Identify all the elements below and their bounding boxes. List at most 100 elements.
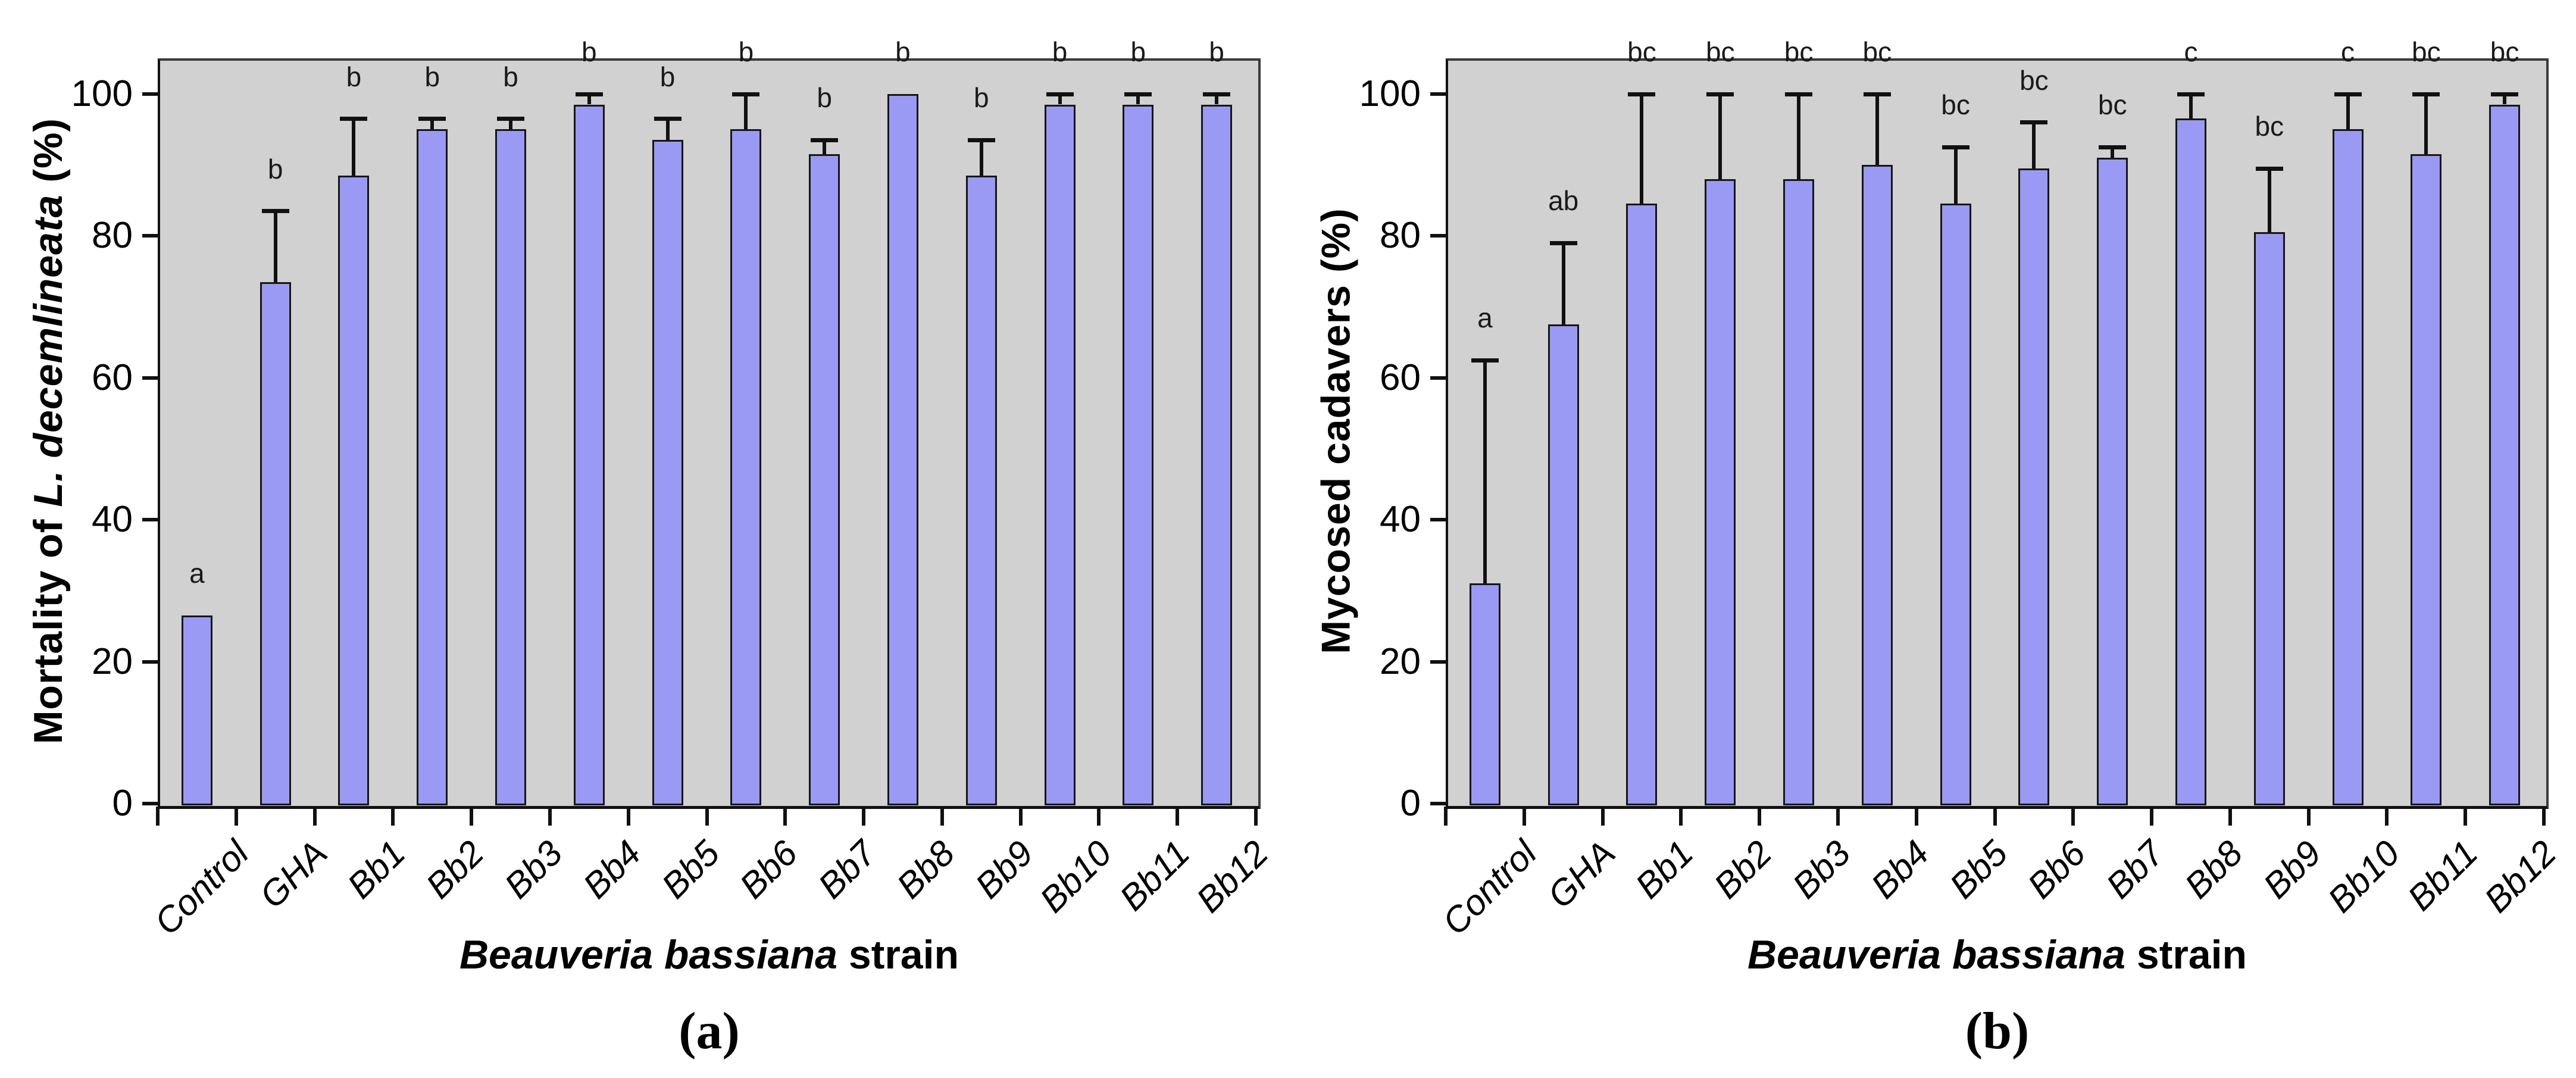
y-axis-tick	[142, 376, 158, 380]
x-axis-tick	[626, 807, 630, 826]
error-bar-bb10	[2346, 93, 2350, 130]
x-axis-tick	[1444, 807, 1448, 826]
sig-letter-control: a	[189, 558, 205, 589]
x-axis-title-regular: strain	[837, 932, 959, 977]
x-axis-tick	[2385, 807, 2389, 826]
y-axis-tick	[1430, 234, 1446, 238]
x-axis-tick	[940, 807, 944, 826]
error-bar-bb7	[823, 140, 827, 154]
y-axis-tick	[1430, 518, 1446, 522]
error-cap-bb10	[2334, 92, 2362, 96]
error-cap-bb11	[1124, 92, 1152, 96]
sig-letter-gha: b	[267, 153, 283, 185]
sig-letter-bb2: bc	[1705, 36, 1735, 67]
sig-letter-bb3: b	[503, 61, 518, 92]
x-axis-title-regular: strain	[2125, 932, 2247, 977]
sig-letter-bb5: b	[659, 61, 676, 92]
x-axis-title: Beauveria bassiana strain	[158, 932, 1261, 978]
x-axis-tick	[1836, 807, 1840, 826]
y-axis-label: Mortality of L. decemlineata (%)	[4, 58, 93, 804]
x-axis-tick	[1097, 807, 1101, 826]
y-axis-label-text: Mycosed cadavers (%)	[1313, 208, 1359, 654]
sig-letter-bb10: b	[1052, 36, 1068, 67]
y-axis-tick	[142, 802, 158, 805]
sig-letter-bb7: bc	[2097, 89, 2127, 121]
error-bar-bb12	[2503, 93, 2507, 105]
error-cap-bb4	[575, 92, 603, 96]
x-axis-tick	[1679, 807, 1683, 826]
x-axis-tick	[156, 807, 160, 826]
y-axis-tick-label: 100	[1359, 73, 1421, 114]
bar-bb5	[1940, 204, 1971, 805]
x-axis-tick	[1758, 807, 1762, 826]
error-cap-bb11	[2412, 92, 2440, 96]
sig-letter-bb2: b	[424, 61, 440, 92]
bar-bb10	[1044, 104, 1076, 805]
x-axis-tick	[2071, 807, 2075, 826]
sig-letter-gha: ab	[1548, 185, 1579, 217]
y-axis-label: Mycosed cadavers (%)	[1292, 58, 1381, 804]
x-axis-tick	[2150, 807, 2154, 826]
sig-letter-bb10: c	[2341, 36, 2355, 67]
bar-bb5	[652, 140, 683, 805]
y-axis-tick	[1430, 660, 1446, 664]
error-bar-gha	[273, 211, 277, 282]
x-axis-tick	[391, 807, 395, 826]
y-axis-tick-label: 100	[71, 73, 133, 114]
y-axis-tick	[1430, 376, 1446, 380]
x-axis-tick	[234, 807, 238, 826]
x-axis-tick	[470, 807, 474, 826]
y-axis-tick	[1430, 802, 1446, 805]
error-cap-bb9	[2255, 166, 2283, 171]
x-axis-tick	[1254, 807, 1258, 826]
error-cap-bb10	[1046, 92, 1074, 96]
error-bar-bb9	[2267, 168, 2271, 233]
error-bar-control	[1483, 360, 1487, 584]
x-axis-tick	[548, 807, 552, 826]
x-axis-tick	[2542, 807, 2546, 826]
plot-area	[158, 58, 1261, 809]
bar-gha	[1548, 324, 1579, 805]
error-cap-control	[1471, 358, 1499, 363]
bar-bb6	[2018, 168, 2050, 805]
y-axis-tick-label: 60	[92, 357, 133, 398]
error-bar-bb5	[665, 118, 670, 140]
error-bar-bb1	[352, 118, 356, 176]
error-bar-bb4	[587, 93, 591, 105]
sig-letter-bb7: b	[817, 82, 832, 114]
error-bar-bb6	[2032, 122, 2036, 168]
x-axis-tick	[1018, 807, 1023, 826]
bar-bb4	[573, 104, 605, 805]
sig-letter-bb11: b	[1130, 36, 1146, 67]
sig-letter-bb5: bc	[1941, 89, 1970, 121]
x-axis-tick	[312, 807, 317, 826]
error-cap-bb1	[340, 117, 368, 121]
error-bar-bb11	[2424, 93, 2428, 154]
bar-control	[1469, 583, 1500, 805]
bar-bb4	[1861, 164, 1893, 805]
error-cap-bb3	[497, 117, 525, 121]
error-cap-bb2	[1706, 92, 1734, 96]
y-axis-tick-label: 40	[92, 499, 133, 540]
error-cap-bb5	[1942, 145, 1969, 150]
bar-bb12	[2489, 104, 2521, 805]
error-bar-bb6	[744, 93, 748, 130]
error-bar-gha	[1561, 243, 1565, 325]
x-axis-tick	[1176, 807, 1180, 826]
x-axis-tick	[1600, 807, 1605, 826]
error-cap-bb4	[1863, 92, 1891, 96]
y-axis-tick-label: 40	[1380, 499, 1421, 540]
bar-bb8	[2175, 118, 2206, 805]
bar-bb11	[1123, 104, 1154, 805]
sig-letter-bb12: bc	[2490, 36, 2519, 67]
bar-bb2	[1705, 179, 1736, 805]
x-axis-title: Beauveria bassiana strain	[1446, 932, 2549, 978]
error-bar-bb2	[430, 118, 434, 130]
bar-bb2	[417, 129, 448, 805]
panel-caption: (b)	[1965, 1002, 2030, 1060]
bar-bb6	[730, 129, 762, 805]
sig-letter-bb4: b	[582, 36, 597, 67]
sig-letter-bb4: bc	[1862, 36, 1892, 67]
bar-bb7	[809, 154, 840, 805]
